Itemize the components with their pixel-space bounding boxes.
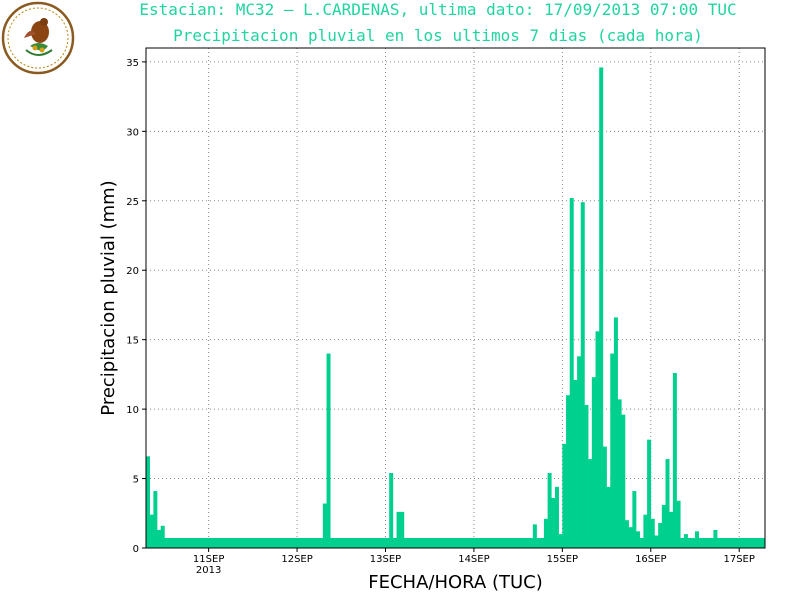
precip-bar xyxy=(669,511,674,548)
precip-bar xyxy=(551,498,556,548)
precip-bar xyxy=(676,500,681,548)
bar-series xyxy=(146,67,765,548)
precip-bar xyxy=(658,523,663,548)
precip-bar xyxy=(389,473,394,548)
precip-bar xyxy=(665,459,670,548)
y-tick-label: 0 xyxy=(133,544,139,555)
y-tick-label: 10 xyxy=(126,405,139,416)
grid-lines xyxy=(146,48,765,548)
precip-bar xyxy=(584,404,589,548)
precip-bar xyxy=(643,514,648,548)
precip-bar xyxy=(396,511,401,548)
precip-bar xyxy=(543,518,548,548)
x-tick-label: 12SEP xyxy=(281,554,312,565)
precip-bar xyxy=(632,491,637,548)
x-tick-label: 13SEP xyxy=(370,554,401,565)
precip-bar xyxy=(617,399,622,548)
baseline-band xyxy=(146,538,765,548)
precip-bar xyxy=(573,379,578,548)
precip-bar xyxy=(566,395,571,548)
precip-bar xyxy=(672,373,677,548)
precip-bar xyxy=(613,317,618,548)
precip-bar xyxy=(602,446,607,548)
eagle-seal-icon xyxy=(1,1,75,75)
precip-bar xyxy=(547,473,552,548)
chart-subtitle: Precipitacion pluvial en los ultimos 7 d… xyxy=(173,26,703,45)
x-axis-label: FECHA/HORA (TUC) xyxy=(368,572,543,593)
precip-bar xyxy=(562,443,567,548)
precip-bar xyxy=(599,67,604,548)
y-tick-label: 15 xyxy=(126,336,139,347)
precip-bar xyxy=(621,414,626,548)
precip-bar xyxy=(580,202,585,548)
y-tick-label: 25 xyxy=(126,197,139,208)
precip-bar xyxy=(591,377,596,548)
y-tick-label: 5 xyxy=(133,475,139,486)
x-tick-label: 14SEP xyxy=(458,554,489,565)
y-tick-label: 30 xyxy=(126,127,139,138)
precip-bar xyxy=(647,439,652,548)
x-tick-label: 15SEP xyxy=(547,554,578,565)
precip-bar xyxy=(661,504,666,548)
precip-bar xyxy=(606,486,611,548)
y-tick-label: 35 xyxy=(126,58,139,69)
chart-title: Estacian: MC32 — L.CARDENAS, ultima dato… xyxy=(139,0,737,19)
x-tick-label: 11SEP xyxy=(193,554,224,565)
y-tick-label: 20 xyxy=(126,266,139,277)
precip-bar xyxy=(146,456,150,548)
precip-bar xyxy=(400,511,405,548)
precip-bar xyxy=(577,356,582,548)
precip-bar xyxy=(569,198,574,548)
precip-bar xyxy=(554,486,559,548)
y-axis-label: Precipitacion pluvial (mm) xyxy=(98,180,119,415)
x-tick-label: 16SEP xyxy=(635,554,666,565)
x-tick-label: 17SEP xyxy=(723,554,754,565)
precip-bar xyxy=(160,525,165,548)
precip-bar xyxy=(532,524,537,548)
precip-bar xyxy=(149,514,154,548)
precip-bar xyxy=(650,518,655,548)
precip-bar xyxy=(326,353,331,548)
precip-bar xyxy=(610,353,615,548)
precip-bar xyxy=(624,520,629,548)
precip-bar xyxy=(322,503,327,548)
precip-bar xyxy=(153,491,158,548)
y-axis: 0 5 10 15 20 25 30 35 xyxy=(126,58,146,555)
x-tick-sublabel: 2013 xyxy=(196,565,221,576)
precip-bar xyxy=(628,527,633,548)
precip-bar xyxy=(588,459,593,548)
precip-bar xyxy=(595,331,600,548)
plot-frame xyxy=(145,47,766,549)
